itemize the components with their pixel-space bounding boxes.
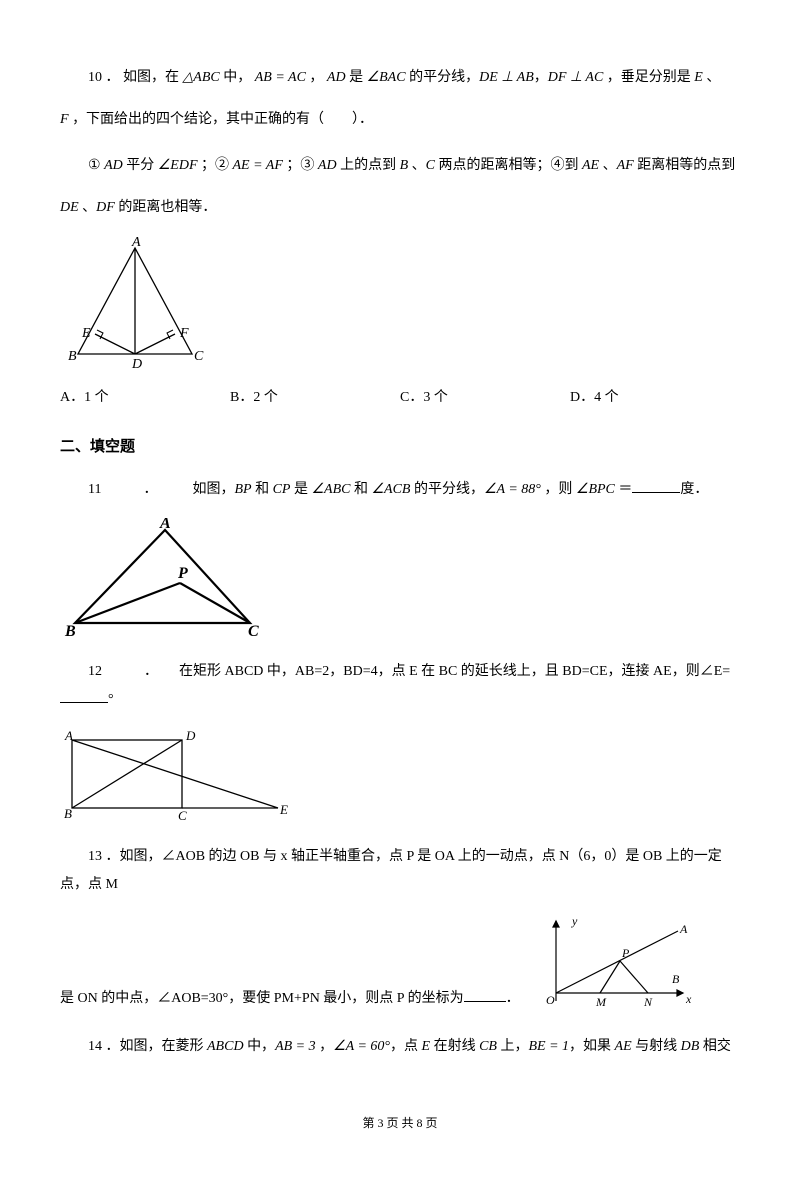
q14-text: 14 ．如图，在菱形 ABCD 中，AB = 3 ，∠A = 60°，点 E 在… (60, 1033, 740, 1061)
option-d: D．4 个 (570, 384, 740, 412)
svg-text:M: M (595, 995, 607, 1009)
svg-text:E: E (81, 326, 91, 341)
page-footer: 第 3 页 共 8 页 (60, 1111, 740, 1135)
q-number: 11 ． (88, 482, 150, 497)
q-number: 14 ． (88, 1039, 120, 1054)
svg-text:x: x (685, 992, 692, 1006)
svg-text:C: C (248, 623, 259, 638)
svg-text:E: E (279, 802, 288, 817)
q10-line2: F ，下面给出的四个结论，其中正确的有（ ）． (60, 106, 740, 134)
svg-text:B: B (64, 623, 76, 638)
svg-text:A: A (679, 922, 688, 936)
section-2-title: 二、填空题 (60, 432, 740, 462)
svg-text:B: B (64, 806, 72, 821)
blank (632, 479, 680, 493)
svg-text:N: N (643, 995, 653, 1009)
svg-text:B: B (672, 972, 680, 986)
blank (60, 689, 108, 703)
option-c: C．3 个 (400, 384, 570, 412)
svg-text:B: B (68, 349, 77, 364)
q-number: 13 ． (88, 849, 120, 864)
svg-text:y: y (571, 914, 578, 928)
question-11: 11 ． 如图，BP 和 CP 是 ∠ABC 和 ∠ACB 的平分线，∠A = … (60, 476, 740, 638)
question-13: 13 ．如图，∠AOB 的边 OB 与 x 轴正半轴重合，点 P 是 OA 上的… (60, 843, 740, 1013)
svg-text:C: C (194, 349, 204, 364)
q13-line1: 13 ．如图，∠AOB 的边 OB 与 x 轴正半轴重合，点 P 是 OA 上的… (60, 843, 740, 899)
q12-text: 12 ． 在矩形 ABCD 中，AB=2，BD=4，点 E 在 BC 的延长线上… (60, 658, 740, 714)
q10-line3: DE 、DF 的距离也相等． (60, 194, 740, 222)
q11-figure: A P B C (60, 518, 740, 638)
q10-line1: 10 ． 如图，在 △ABC 中， AB = AC ， AD 是 ∠BAC 的平… (60, 64, 740, 92)
question-14: 14 ．如图，在菱形 ABCD 中，AB = 3 ，∠A = 60°，点 E 在… (60, 1033, 740, 1061)
q-number: 12 ． (88, 664, 151, 679)
q10-statements: ① AD 平分 ∠EDF ；② AE = AF ；③ AD 上的点到 B 、C … (60, 152, 740, 180)
svg-text:C: C (178, 808, 187, 823)
q11-text: 11 ． 如图，BP 和 CP 是 ∠ABC 和 ∠ACB 的平分线，∠A = … (60, 476, 740, 504)
svg-text:A: A (159, 518, 171, 532)
svg-text:A: A (64, 728, 73, 743)
svg-text:D: D (185, 728, 196, 743)
question-12: 12 ． 在矩形 ABCD 中，AB=2，BD=4，点 E 在 BC 的延长线上… (60, 658, 740, 823)
blank (464, 988, 506, 1002)
q12-figure: A D B C E (60, 728, 740, 823)
svg-text:O: O (546, 993, 555, 1007)
svg-text:P: P (621, 946, 630, 960)
q10-options: A．1 个 B．2 个 C．3 个 D．4 个 (60, 384, 740, 412)
q13-line2: 是 ON 的中点，∠AOB=30°，要使 PM+PN 最小，则点 P 的坐标为． (60, 985, 520, 1013)
option-a: A．1 个 (60, 384, 230, 412)
svg-text:F: F (179, 326, 189, 341)
svg-text:D: D (131, 357, 142, 372)
q10-figure: A E F B D C (60, 236, 740, 376)
option-b: B．2 个 (230, 384, 400, 412)
question-10: 10 ． 如图，在 △ABC 中， AB = AC ， AD 是 ∠BAC 的平… (60, 64, 740, 412)
q13-figure: y A P B O M N x (528, 913, 693, 1013)
svg-text:A: A (131, 236, 141, 250)
q-number: 10 ． (88, 70, 120, 85)
svg-text:P: P (177, 565, 188, 582)
